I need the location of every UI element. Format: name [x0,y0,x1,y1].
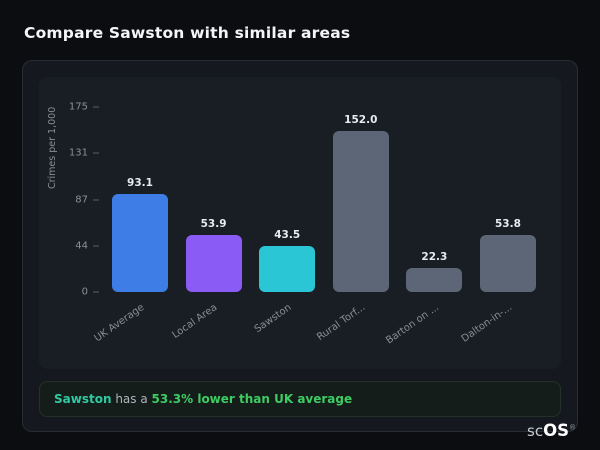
y-tick-mark [93,152,99,154]
bars-area: 93.1 UK Average 53.9 Local Area 43.5 Sawston 1… [92,107,539,346]
bar-value-label: 93.1 [127,176,153,189]
y-axis: 175 131 87 44 0 [59,102,99,298]
x-axis-label: Dalton-in-... [459,302,515,345]
y-tick-mark [93,199,99,200]
y-tick-label: 0 [82,287,99,298]
registered-mark: ® [569,423,576,432]
summary-note: Sawston has a 53.3% lower than UK averag… [39,381,561,417]
x-axis-label: Rural Torf... [314,302,368,344]
chart-bar-sawston[interactable] [259,246,316,292]
y-tick-label: 131 [69,148,99,159]
bar-value-label: 22.3 [421,251,448,264]
bar-group-sawston: 43.5 Sawston [253,107,318,335]
x-axis-label: Sawston [252,302,294,336]
y-axis-title: Crimes per 1,000 [47,106,58,189]
x-axis-label: Local Area [170,302,220,341]
bar-group-barton-on: 22.3 Barton on ... [384,107,465,346]
note-middle: has a [111,392,152,406]
bar-group-uk-average: 93.1 UK Average [92,107,171,344]
y-tick-mark [93,291,99,293]
y-tick-label: 87 [75,194,99,205]
page-title: Compare Sawston with similar areas [24,24,351,42]
note-subject: Sawston [54,392,112,406]
x-axis-label: Barton on ... [383,302,441,347]
y-tick-mark [93,245,99,247]
chart-bar-barton-on[interactable] [406,268,463,292]
bar-group-local-area: 53.9 Local Area [171,107,245,341]
y-tick-label: 44 [75,240,99,251]
y-tick-label: 175 [69,102,99,113]
chart-bar-rural-torf[interactable] [332,131,389,292]
y-tick-mark [93,106,99,108]
bar-group-dalton-in: 53.8 Dalton-in-... [460,107,539,345]
bar-value-label: 152.0 [344,114,378,127]
bar-value-label: 53.8 [495,218,521,231]
bar-value-label: 53.9 [200,218,227,231]
logo-text-os: OS [543,421,569,440]
chart-bar-uk-average[interactable] [112,193,168,292]
chart-bar-dalton-in[interactable] [479,235,536,292]
logo-text-sc: sc [527,422,544,440]
chart-card: Crimes per 1,000 175 131 87 44 0 93.1 UK Aver… [22,60,578,432]
bar-value-label: 43.5 [274,229,301,242]
x-axis-label: UK Average [92,302,147,345]
note-highlight: 53.3% lower than UK average [151,392,353,406]
chart-bar-local-area[interactable] [185,235,242,292]
scos-logo: scOS® [527,421,576,440]
bar-group-rural-torf: 152.0 Rural Torf... [315,107,392,343]
bar-chart: Crimes per 1,000 175 131 87 44 0 93.1 UK Aver… [39,77,561,369]
